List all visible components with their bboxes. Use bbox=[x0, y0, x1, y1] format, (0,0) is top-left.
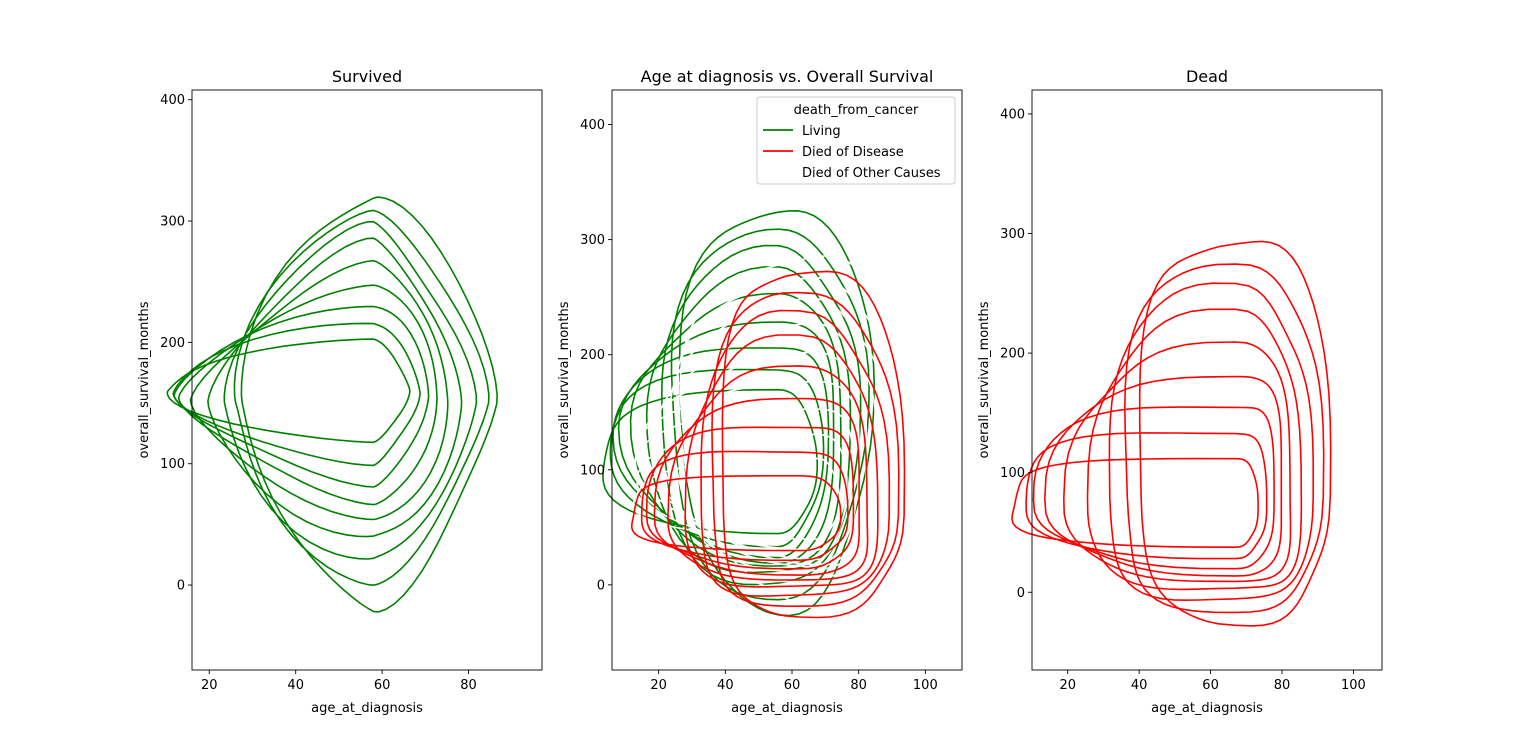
y-tick-label: 400 bbox=[580, 118, 605, 133]
x-tick-label: 100 bbox=[913, 678, 938, 693]
density-contour bbox=[632, 457, 841, 540]
density-series bbox=[602, 209, 876, 617]
panel-combined: Age at diagnosis vs. Overall Survival ag… bbox=[557, 67, 963, 716]
x-axis-label: age_at_diagnosis bbox=[311, 701, 423, 716]
density-contour bbox=[233, 209, 490, 587]
panel-survived: Survived age_at_diagnosis overall_surviv… bbox=[137, 67, 543, 716]
density-contour bbox=[223, 220, 478, 560]
y-tick-label: 300 bbox=[1000, 227, 1025, 242]
density-contour bbox=[240, 196, 498, 613]
y-tick-label: 100 bbox=[580, 463, 605, 478]
legend: death_from_cancer Living Died of Disease… bbox=[756, 96, 956, 185]
y-tick-label: 400 bbox=[1000, 107, 1025, 122]
panel-title: Survived bbox=[332, 67, 402, 86]
legend-frame bbox=[756, 96, 956, 185]
plot-frame bbox=[611, 89, 963, 671]
y-tick-label: 100 bbox=[1000, 466, 1025, 481]
x-tick-label: 60 bbox=[784, 678, 801, 693]
density-series bbox=[166, 196, 498, 613]
x-tick-label: 80 bbox=[460, 678, 477, 693]
x-tick-label: 100 bbox=[1341, 678, 1366, 693]
density-contour bbox=[643, 351, 868, 568]
density-contour bbox=[635, 380, 860, 566]
density-series bbox=[630, 270, 906, 619]
x-tick-label: 40 bbox=[287, 678, 304, 693]
density-contour bbox=[1086, 308, 1303, 591]
y-tick-label: 300 bbox=[580, 233, 605, 248]
y-tick-label: 300 bbox=[160, 215, 185, 230]
density-contour bbox=[653, 397, 861, 576]
y-tick-label: 0 bbox=[597, 578, 605, 593]
x-tick-label: 40 bbox=[717, 678, 734, 693]
y-tick-label: 0 bbox=[177, 579, 185, 594]
y-tick-label: 200 bbox=[160, 336, 185, 351]
density-contour bbox=[684, 334, 879, 588]
x-tick-label: 80 bbox=[1274, 678, 1291, 693]
density-contour bbox=[667, 365, 869, 581]
density-contour bbox=[617, 321, 835, 565]
legend-entry-died-of-other-causes: Died of Other Causes bbox=[763, 166, 941, 181]
y-tick-label: 200 bbox=[580, 348, 605, 363]
x-tick-label: 20 bbox=[1059, 678, 1076, 693]
panel-title: Dead bbox=[1186, 67, 1228, 86]
y-axis-label: overall_survival_months bbox=[557, 301, 572, 458]
x-tick-label: 80 bbox=[850, 678, 867, 693]
panel-title: Age at diagnosis vs. Overall Survival bbox=[641, 67, 934, 86]
density-contour bbox=[172, 322, 421, 467]
legend-title: death_from_cancer bbox=[794, 103, 919, 118]
density-contour bbox=[1123, 263, 1325, 614]
density-contour bbox=[700, 309, 891, 597]
density-contour bbox=[640, 450, 849, 562]
density-contour bbox=[609, 368, 825, 548]
legend-label: Died of Disease bbox=[802, 145, 904, 160]
y-tick-label: 100 bbox=[160, 457, 185, 472]
legend-label: Living bbox=[802, 124, 841, 139]
density-contour bbox=[177, 284, 438, 506]
density-contour bbox=[711, 291, 900, 608]
y-tick-label: 400 bbox=[160, 93, 185, 108]
density-contour bbox=[1032, 406, 1275, 570]
x-tick-label: 20 bbox=[201, 678, 218, 693]
x-tick-label: 40 bbox=[1131, 678, 1148, 693]
x-axis-label: age_at_diagnosis bbox=[1151, 701, 1263, 716]
x-tick-label: 20 bbox=[650, 678, 667, 693]
contour-layer bbox=[602, 209, 906, 619]
density-contour bbox=[721, 270, 906, 619]
density-contour bbox=[1025, 432, 1268, 560]
density-contour bbox=[1138, 240, 1332, 627]
density-series bbox=[1011, 240, 1332, 627]
plot-frame bbox=[191, 89, 543, 671]
y-axis-label: overall_survival_months bbox=[137, 301, 152, 458]
density-contour bbox=[645, 426, 855, 570]
density-contour bbox=[166, 338, 411, 444]
legend-entry-died-of-disease: Died of Disease bbox=[763, 145, 904, 160]
density-contour bbox=[630, 475, 842, 552]
y-axis-label: overall_survival_months bbox=[977, 301, 992, 458]
density-contour bbox=[636, 433, 848, 551]
density-contour bbox=[1011, 457, 1259, 549]
density-contour bbox=[656, 322, 877, 573]
y-tick-label: 0 bbox=[1017, 586, 1025, 601]
contour-layer bbox=[166, 196, 498, 613]
density-contour bbox=[634, 408, 854, 561]
density-contour bbox=[1043, 375, 1283, 577]
x-tick-label: 60 bbox=[374, 678, 391, 693]
legend-label: Died of Other Causes bbox=[802, 166, 941, 181]
density-contour bbox=[675, 276, 896, 597]
x-axis-label: age_at_diagnosis bbox=[731, 701, 843, 716]
legend-entry-living: Living bbox=[763, 124, 841, 139]
x-tick-label: 60 bbox=[1202, 678, 1219, 693]
contour-layer bbox=[1011, 240, 1332, 627]
density-contour bbox=[1062, 341, 1292, 583]
density-contour bbox=[207, 237, 463, 538]
y-tick-label: 200 bbox=[1000, 347, 1025, 362]
panel-dead: Dead age_at_diagnosis overall_survival_m… bbox=[977, 67, 1383, 716]
density-contour bbox=[629, 292, 842, 567]
density-series bbox=[632, 254, 902, 611]
density-contour bbox=[189, 259, 449, 521]
density-contour bbox=[1108, 282, 1314, 602]
plot-frame bbox=[1031, 89, 1383, 671]
